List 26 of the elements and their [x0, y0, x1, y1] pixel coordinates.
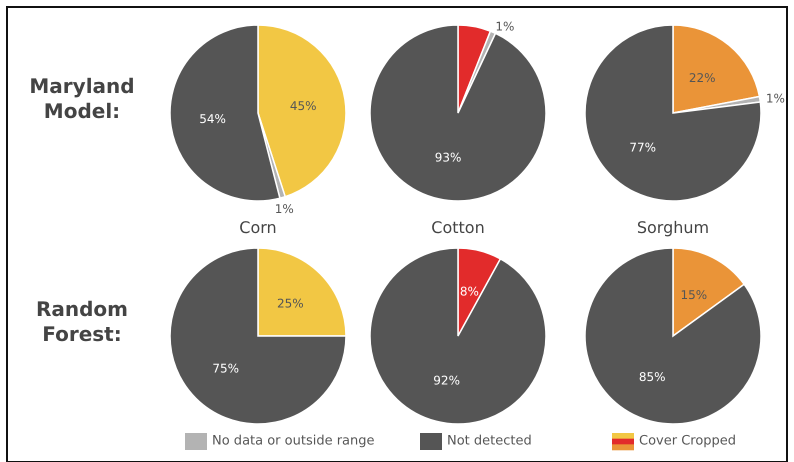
- data-label: 77%: [629, 140, 656, 154]
- pie-slice: [369, 247, 547, 425]
- pie-slice: [169, 247, 347, 425]
- text: Cotton: [431, 218, 485, 237]
- data-label: 8%: [460, 284, 479, 299]
- text: Sorghum: [636, 218, 710, 237]
- data-label: 22%: [688, 70, 716, 85]
- pie-slice: [584, 24, 762, 202]
- legend-label: No data or outside range: [212, 434, 375, 448]
- data-label: 25%: [277, 296, 304, 311]
- text: Random Forest:: [36, 297, 128, 346]
- data-label: 1%: [766, 91, 785, 106]
- pie-slice: [584, 247, 762, 425]
- legend-label: Not detected: [447, 434, 532, 448]
- data-label: 85%: [638, 370, 666, 384]
- text: Maryland Model:: [29, 74, 135, 123]
- data-label: 1%: [495, 20, 514, 34]
- data-label: 93%: [434, 150, 462, 165]
- text: Corn: [239, 218, 277, 237]
- data-label: 15%: [680, 288, 708, 302]
- data-label: 1%: [274, 202, 294, 216]
- data-label: 54%: [199, 112, 226, 126]
- legend-label: Cover Cropped: [639, 434, 736, 448]
- data-label: 75%: [212, 361, 239, 376]
- data-label: 45%: [290, 98, 317, 113]
- data-label: 92%: [433, 373, 460, 388]
